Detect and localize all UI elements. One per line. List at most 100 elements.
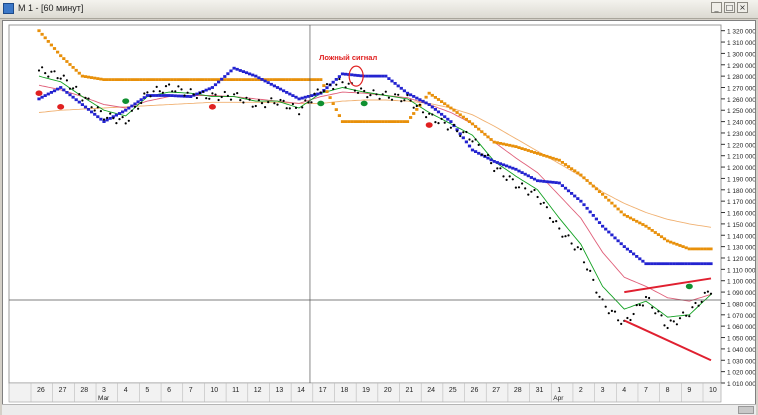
channel-point: [173, 78, 177, 81]
x-tick-label: 9: [687, 387, 691, 394]
channel-point: [306, 78, 310, 81]
channel-point: [241, 78, 245, 81]
channel-point: [217, 80, 221, 84]
price-point: [205, 97, 208, 100]
price-point: [440, 117, 443, 120]
channel-point: [49, 43, 53, 47]
price-point: [239, 99, 242, 102]
channel-point: [378, 120, 382, 123]
x-tick-label: 10: [709, 387, 717, 394]
price-point: [248, 98, 251, 101]
channel-point: [610, 233, 614, 237]
channel-point: [356, 120, 360, 123]
channel-point: [350, 73, 354, 77]
y-tick-label: 1 070 000: [727, 313, 755, 320]
channel-point: [251, 73, 255, 77]
channel-point: [62, 88, 66, 92]
channel-point: [207, 87, 211, 91]
price-point: [301, 106, 304, 109]
price-point: [434, 121, 437, 124]
horizontal-scrollbar[interactable]: [2, 404, 756, 415]
channel-point: [152, 78, 156, 81]
price-point: [694, 301, 697, 305]
chart-svg: 1 010 000 1 020 000 1 030 000 1 040 000 1 05…: [8, 24, 755, 403]
price-point: [431, 113, 434, 116]
channel-point: [161, 78, 165, 81]
price-point: [44, 72, 47, 75]
channel-point: [368, 74, 372, 78]
channel-point: [325, 90, 329, 93]
y-tick-label: 1 040 000: [727, 347, 755, 354]
price-point: [620, 322, 623, 325]
y-tick-label: 1 010 000: [727, 381, 755, 388]
price-point: [174, 90, 177, 93]
price-point: [672, 320, 675, 323]
price-point: [486, 153, 490, 157]
price-point: [186, 91, 189, 94]
price-point: [536, 195, 539, 199]
channel-point: [195, 78, 199, 81]
title-bar[interactable]: М 1 - [60 минут] _ □ ×: [0, 0, 758, 19]
channel-point: [217, 78, 221, 81]
price-point: [307, 101, 310, 104]
price-point: [502, 175, 505, 178]
channel-point: [666, 262, 670, 266]
channel-point: [105, 78, 109, 81]
channel-point: [334, 78, 338, 81]
channel-point: [96, 115, 100, 119]
price-point: [78, 93, 81, 96]
price-point: [127, 119, 130, 122]
channel-point: [189, 78, 193, 81]
channel-point: [201, 78, 205, 81]
y-tick-label: 1 110 000: [727, 267, 755, 274]
price-point: [294, 106, 298, 109]
channel-point: [585, 179, 589, 182]
price-point: [592, 278, 595, 281]
maximize-button[interactable]: □: [724, 2, 735, 13]
channel-point: [328, 96, 332, 99]
price-point: [217, 98, 220, 102]
channel-point: [220, 77, 224, 81]
channel-point: [625, 247, 629, 251]
channel-point: [77, 71, 81, 75]
channel-point: [684, 262, 688, 266]
close-button[interactable]: ×: [737, 2, 748, 13]
channel-point: [297, 97, 301, 101]
price-point: [195, 96, 198, 100]
channel-point: [613, 204, 617, 208]
price-point: [56, 77, 59, 80]
chart-area[interactable]: 1 010 000 1 020 000 1 030 000 1 040 000 1 05…: [2, 20, 756, 415]
channel-point: [455, 128, 459, 132]
price-point: [183, 94, 186, 97]
scrollbar-thumb[interactable]: [738, 406, 754, 414]
price-point: [133, 105, 137, 108]
x-tick-label: 24: [427, 387, 435, 394]
y-tick-label: 1 320 000: [727, 29, 755, 36]
price-point: [161, 91, 164, 94]
channel-point: [37, 29, 41, 33]
channel-point: [396, 120, 400, 123]
price-point: [706, 290, 710, 293]
minimize-button[interactable]: _: [711, 2, 722, 13]
channel-point: [223, 78, 227, 81]
channel-point: [464, 117, 468, 121]
price-point: [276, 103, 279, 106]
channel-point: [659, 235, 664, 239]
channel-point: [591, 184, 595, 188]
channel-point: [241, 70, 245, 73]
price-point: [682, 311, 685, 314]
price-point: [390, 98, 394, 101]
channel-point: [297, 78, 301, 81]
channel-point: [706, 247, 710, 251]
price-point: [356, 91, 360, 94]
channel-point: [46, 40, 50, 43]
price-point: [279, 98, 282, 102]
price-point: [72, 87, 75, 90]
channel-point: [604, 195, 608, 199]
y-tick-label: 1 030 000: [727, 358, 755, 365]
channel-point: [257, 78, 261, 81]
price-point: [109, 112, 112, 115]
channel-point: [117, 112, 122, 115]
channel-point: [176, 94, 180, 98]
channel-point: [625, 215, 629, 218]
